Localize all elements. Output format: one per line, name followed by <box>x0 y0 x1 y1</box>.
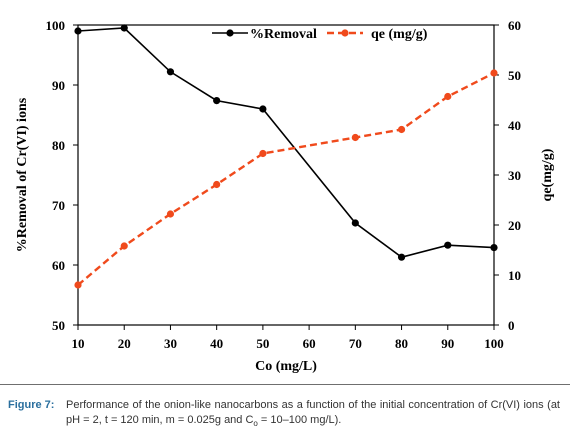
series-removal-point <box>74 27 82 35</box>
chart-legend: %Removal qe (mg/g) <box>212 27 428 42</box>
series-qe-point <box>351 133 359 142</box>
y-right-tick-label: 60 <box>508 18 521 33</box>
x-tick-label: 30 <box>164 336 177 351</box>
y-right-tick-label: 30 <box>508 168 521 183</box>
series-qe-point <box>166 210 175 218</box>
series-removal-point <box>213 97 221 105</box>
y-right-tick-label: 40 <box>508 118 521 133</box>
y-axis-left-title: %Removal of Cr(VI) ions <box>15 97 30 252</box>
x-tick-label: 60 <box>303 336 316 351</box>
chart-series <box>74 24 498 289</box>
series-qe-point <box>74 281 82 289</box>
y-right-tick-label: 0 <box>508 318 515 333</box>
series-qe-line <box>77 71 495 286</box>
x-tick-label: 50 <box>256 336 269 351</box>
caption-subscript: o <box>253 419 258 429</box>
caption-divider <box>0 384 570 385</box>
series-removal-point <box>166 68 175 76</box>
chart: 10 20 30 40 50 60 70 80 90 100 50 60 70 80 90 100 0 10 20 3… <box>15 18 555 374</box>
y-left-tick-label: 50 <box>52 318 65 333</box>
legend-removal-label: %Removal <box>250 27 317 42</box>
series-removal-point <box>444 241 452 249</box>
caption-main-text: Performance of the onion-like nanocarbon… <box>66 399 560 426</box>
x-tick-label: 20 <box>118 336 131 351</box>
series-qe-point <box>120 242 128 250</box>
series-qe-point <box>259 149 267 158</box>
legend-qe-marker <box>341 29 349 37</box>
caption-label: Figure 7: <box>8 399 55 411</box>
legend-removal-marker <box>226 29 234 37</box>
series-qe-point <box>444 92 452 101</box>
plot-frame <box>77 24 495 326</box>
legend-qe-label: qe (mg/g) <box>371 27 428 42</box>
y-left-tick-label: 70 <box>52 198 65 213</box>
series-qe-point <box>213 180 221 189</box>
caption-text: Performance of the onion-like nanocarbon… <box>66 398 560 431</box>
x-axis-title: Co (mg/L) <box>255 359 317 374</box>
series-removal-point <box>351 219 359 227</box>
y-left-tick-label: 100 <box>46 18 66 33</box>
x-tick-label: 90 <box>441 336 454 351</box>
y-left-tick-label: 60 <box>52 258 65 273</box>
x-tick-label: 70 <box>349 336 362 351</box>
caption-text-end: = 10–100 mg/L). <box>257 414 342 426</box>
y-left-tick-label: 90 <box>52 78 65 93</box>
x-tick-label: 100 <box>484 336 504 351</box>
series-qe-point <box>490 69 498 77</box>
y-right-tick-label: 20 <box>508 218 521 233</box>
series-removal-line <box>77 27 495 259</box>
series-removal-point <box>120 24 128 32</box>
y-right-tick-label: 10 <box>508 268 521 283</box>
x-tick-label: 80 <box>395 336 408 351</box>
x-tick-label: 40 <box>210 336 223 351</box>
series-removal-point <box>397 253 406 261</box>
y-axis-right-title: qe(mg/g) <box>540 148 555 201</box>
series-removal-point <box>259 105 267 113</box>
y-right-tick-label: 50 <box>508 68 521 83</box>
series-removal-point <box>490 244 498 252</box>
chart-axes <box>77 24 495 326</box>
y-left-tick-label: 80 <box>52 138 65 153</box>
series-qe-point <box>397 125 406 134</box>
chart-ticks: 10 20 30 40 50 60 70 80 90 100 50 60 70 80 90 100 0 10 20 3… <box>46 18 522 351</box>
x-tick-label: 10 <box>72 336 85 351</box>
